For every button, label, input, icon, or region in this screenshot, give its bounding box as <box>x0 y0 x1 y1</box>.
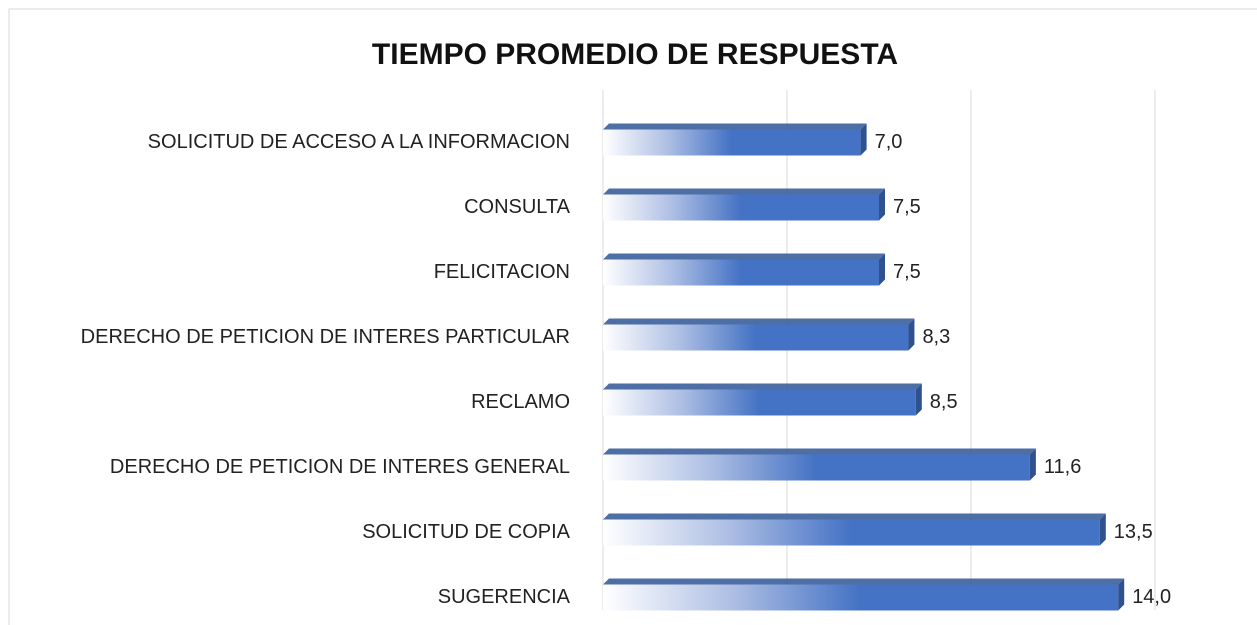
y-tick-label: FELICITACION <box>434 261 570 283</box>
bar <box>603 129 861 156</box>
y-tick-label: CONSULTA <box>464 196 571 218</box>
value-label: 13,5 <box>1114 521 1153 543</box>
bar <box>603 454 1030 481</box>
bar-top <box>603 188 885 195</box>
value-label: 7,0 <box>875 131 903 153</box>
bar <box>603 194 879 221</box>
bar-side <box>1118 578 1125 611</box>
bar <box>603 519 1100 546</box>
value-label: 14,0 <box>1132 586 1171 608</box>
value-label: 11,6 <box>1044 456 1081 478</box>
bar-side <box>879 188 885 221</box>
bar <box>603 259 879 286</box>
bar-side <box>908 318 915 351</box>
value-label: 7,5 <box>893 261 921 283</box>
y-tick-label: SOLICITUD DE ACCESO A LA INFORMACION <box>148 131 570 153</box>
bar-top <box>603 253 885 260</box>
y-tick-label: SUGERENCIA <box>438 586 571 608</box>
bar-top <box>603 123 867 130</box>
bar-side <box>1099 513 1106 546</box>
bar-side <box>1029 448 1036 481</box>
value-label: 8,5 <box>930 391 958 413</box>
bar-top <box>603 318 915 325</box>
bar-top <box>603 383 922 390</box>
bar-side <box>879 253 885 286</box>
bar-top <box>603 513 1106 520</box>
value-label: 7,5 <box>893 196 921 218</box>
bar-top <box>603 578 1125 585</box>
bar-top <box>603 448 1036 455</box>
bar-side <box>915 383 922 416</box>
value-label: 8,3 <box>922 326 950 348</box>
bar <box>603 324 909 351</box>
bar-side <box>860 123 867 156</box>
chart-title: TIEMPO PROMEDIO DE RESPUESTA <box>372 38 898 71</box>
y-tick-label: RECLAMO <box>471 391 570 413</box>
y-tick-label: DERECHO DE PETICION DE INTERES GENERAL <box>110 456 570 478</box>
y-tick-label: SOLICITUD DE COPIA <box>362 521 570 543</box>
bar <box>603 389 916 416</box>
y-tick-label: DERECHO DE PETICION DE INTERES PARTICULA… <box>81 326 570 348</box>
bar <box>603 584 1119 611</box>
